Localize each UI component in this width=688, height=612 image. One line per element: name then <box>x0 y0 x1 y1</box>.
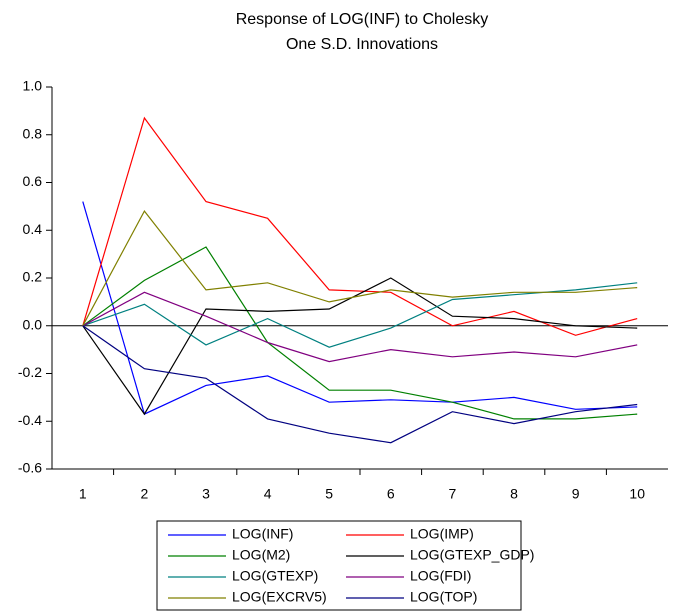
series-line <box>82 201 638 415</box>
x-tick-label: 6 <box>387 486 395 502</box>
y-tick-label: 0.6 <box>23 173 43 189</box>
series-line <box>82 246 638 420</box>
legend-label: LOG(M2) <box>232 547 290 563</box>
y-tick-label: 0.8 <box>23 125 43 141</box>
y-tick-label: 1.0 <box>23 78 43 94</box>
series-line <box>82 277 638 416</box>
series-line <box>82 325 638 444</box>
series-line <box>82 116 638 336</box>
y-tick-label: -0.2 <box>18 364 42 380</box>
legend-label: LOG(TOP) <box>410 589 477 605</box>
x-tick-label: 9 <box>572 486 580 502</box>
y-tick-label: 0.4 <box>23 221 43 237</box>
x-tick-label: 5 <box>325 486 333 502</box>
legend-label: LOG(FDI) <box>410 568 471 584</box>
y-tick-label: 0.2 <box>23 269 43 285</box>
x-tick-label: 10 <box>629 486 645 502</box>
x-tick-label: 7 <box>449 486 457 502</box>
legend-box <box>156 520 522 611</box>
legend-label: LOG(EXCRV5) <box>232 589 327 605</box>
x-tick-label: 3 <box>202 486 210 502</box>
x-tick-label: 1 <box>79 486 87 502</box>
series-line <box>82 210 638 327</box>
legend-label: LOG(INF) <box>232 526 293 542</box>
legend-label: LOG(GTEXP_GDP) <box>410 547 534 563</box>
y-tick-label: 0.0 <box>23 316 43 332</box>
legend-label: LOG(IMP) <box>410 526 474 542</box>
x-tick-label: 8 <box>510 486 518 502</box>
x-tick-label: 4 <box>264 486 272 502</box>
y-tick-label: -0.4 <box>18 412 42 428</box>
x-tick-label: 2 <box>141 486 149 502</box>
chart-title: Response of LOG(INF) to Cholesky <box>236 11 489 28</box>
series-line <box>82 291 638 363</box>
legend-label: LOG(GTEXP) <box>232 568 318 584</box>
chart-title: One S.D. Innovations <box>286 36 438 53</box>
y-tick-label: -0.6 <box>18 460 42 476</box>
